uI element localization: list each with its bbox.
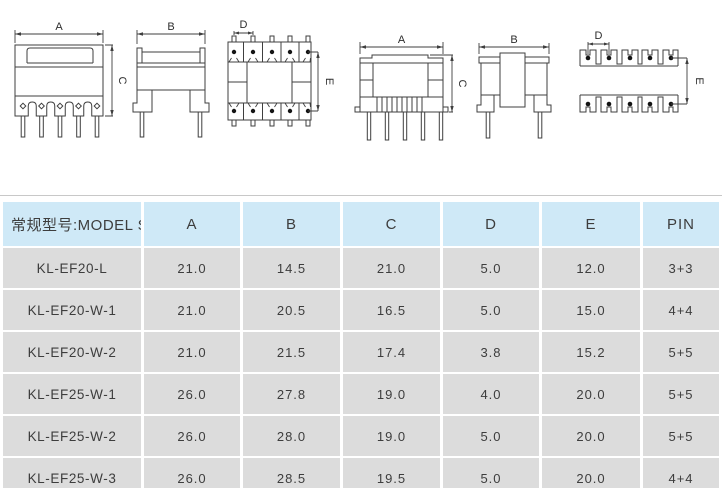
- dimension-b: B: [478, 34, 550, 54]
- dim-label-d: D: [240, 19, 248, 31]
- dim-label-a: A: [55, 21, 63, 33]
- cell-e: 12.0: [542, 248, 640, 288]
- drawing-ef25-side-view: B: [476, 34, 552, 139]
- cell-pin: 4+4: [643, 290, 719, 330]
- cell-b: 28.0: [243, 416, 340, 456]
- cell-c: 17.4: [343, 332, 440, 372]
- drawing-ef25-top-view: D E: [579, 30, 705, 113]
- spec-table-section: 常规型号:MODEL SIZE A B C D E PIN KL-EF20-L …: [0, 195, 722, 488]
- bobbin-body: [14, 44, 104, 138]
- dim-label-e: E: [323, 78, 335, 85]
- cell-d: 5.0: [443, 458, 539, 488]
- spec-table: 常规型号:MODEL SIZE A B C D E PIN KL-EF20-L …: [0, 200, 722, 488]
- table-header-row: 常规型号:MODEL SIZE A B C D E PIN: [3, 202, 719, 246]
- bobbin-body: [132, 47, 210, 138]
- dimension-c: C: [105, 44, 128, 117]
- dimension-b: B: [136, 21, 206, 44]
- cell-model: KL-EF25-W-1: [3, 374, 141, 414]
- col-header-d: D: [443, 202, 539, 246]
- cell-pin: 5+5: [643, 332, 719, 372]
- bobbin-body: [579, 49, 679, 113]
- col-header-model: 常规型号:MODEL SIZE: [3, 202, 141, 246]
- table-row: KL-EF25-W-1 26.0 27.8 19.0 4.0 20.0 5+5: [3, 374, 719, 414]
- cell-b: 21.5: [243, 332, 340, 372]
- dimension-a: A: [14, 21, 104, 43]
- dim-label-c: C: [456, 80, 468, 88]
- cell-d: 5.0: [443, 248, 539, 288]
- cell-c: 19.5: [343, 458, 440, 488]
- bobbin-body: [354, 54, 449, 141]
- cell-e: 20.0: [542, 416, 640, 456]
- cell-b: 20.5: [243, 290, 340, 330]
- cell-a: 26.0: [144, 374, 240, 414]
- cell-model: KL-EF25-W-3: [3, 458, 141, 488]
- cell-b: 27.8: [243, 374, 340, 414]
- drawing-ef20-top-view: D E: [227, 19, 335, 127]
- table-row: KL-EF25-W-3 26.0 28.5 19.5 5.0 20.0 4+4: [3, 458, 719, 488]
- dimension-e: E: [308, 51, 335, 112]
- dimension-c: C: [430, 54, 468, 113]
- cell-a: 21.0: [144, 248, 240, 288]
- cell-pin: 3+3: [643, 248, 719, 288]
- col-header-c: C: [343, 202, 440, 246]
- drawing-ef20-front-view: A C: [14, 21, 128, 138]
- bobbin-body: [476, 52, 552, 139]
- cell-model: KL-EF20-L: [3, 248, 141, 288]
- dim-label-d: D: [595, 30, 603, 42]
- table-row: KL-EF20-L 21.0 14.5 21.0 5.0 12.0 3+3: [3, 248, 719, 288]
- cell-a: 21.0: [144, 332, 240, 372]
- cell-model: KL-EF25-W-2: [3, 416, 141, 456]
- dim-label-a: A: [398, 34, 406, 46]
- cell-d: 5.0: [443, 416, 539, 456]
- drawing-ef25-front-view: A C: [354, 34, 468, 141]
- cell-e: 15.0: [542, 290, 640, 330]
- cell-d: 4.0: [443, 374, 539, 414]
- cell-model: KL-EF20-W-1: [3, 290, 141, 330]
- dimension-d: D: [587, 30, 610, 54]
- col-header-e: E: [542, 202, 640, 246]
- cell-pin: 4+4: [643, 458, 719, 488]
- drawing-ef20-side-view: B: [132, 21, 210, 138]
- cell-e: 15.2: [542, 332, 640, 372]
- cell-a: 26.0: [144, 416, 240, 456]
- cell-d: 3.8: [443, 332, 539, 372]
- dim-label-c: C: [116, 77, 128, 85]
- cell-d: 5.0: [443, 290, 539, 330]
- cell-c: 19.0: [343, 416, 440, 456]
- dimension-d: D: [233, 19, 254, 35]
- cell-b: 28.5: [243, 458, 340, 488]
- col-header-a: A: [144, 202, 240, 246]
- dim-label-b: B: [510, 34, 517, 46]
- cell-b: 14.5: [243, 248, 340, 288]
- dim-label-e: E: [693, 77, 705, 84]
- cell-model: KL-EF20-W-2: [3, 332, 141, 372]
- cell-e: 20.0: [542, 374, 640, 414]
- dimension-a: A: [359, 34, 444, 54]
- bobbin-body: [227, 35, 312, 127]
- table-row: KL-EF20-W-2 21.0 21.5 17.4 3.8 15.2 5+5: [3, 332, 719, 372]
- cell-e: 20.0: [542, 458, 640, 488]
- cell-c: 16.5: [343, 290, 440, 330]
- cell-a: 21.0: [144, 290, 240, 330]
- cell-pin: 5+5: [643, 416, 719, 456]
- cell-c: 19.0: [343, 374, 440, 414]
- cell-c: 21.0: [343, 248, 440, 288]
- col-header-pin: PIN: [643, 202, 719, 246]
- cell-a: 26.0: [144, 458, 240, 488]
- table-row: KL-EF20-W-1 21.0 20.5 16.5 5.0 15.0 4+4: [3, 290, 719, 330]
- cell-pin: 5+5: [643, 374, 719, 414]
- table-row: KL-EF25-W-2 26.0 28.0 19.0 5.0 20.0 5+5: [3, 416, 719, 456]
- dim-label-b: B: [167, 21, 174, 33]
- dimension-e: E: [671, 57, 705, 105]
- col-header-b: B: [243, 202, 340, 246]
